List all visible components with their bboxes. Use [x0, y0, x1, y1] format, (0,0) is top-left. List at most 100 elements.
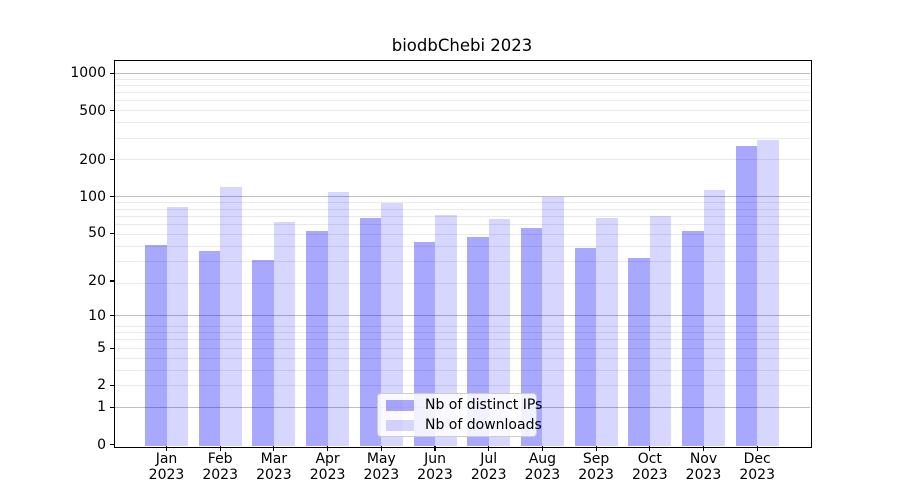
x-tick-mark: [434, 446, 436, 451]
gridline-minor: [114, 261, 810, 263]
x-tick-label: Oct 2023: [620, 451, 680, 483]
x-tick-label: Jan 2023: [137, 451, 197, 483]
x-tick-month: Oct: [637, 451, 662, 467]
gridline-minor: [114, 84, 810, 86]
x-tick-year: 2023: [470, 466, 507, 483]
x-tick-month: Feb: [207, 451, 233, 467]
gridline-minor: [114, 215, 810, 217]
y-tick-mark: [109, 232, 114, 234]
gridline-minor: [114, 137, 810, 139]
x-tick-label: Dec 2023: [727, 451, 787, 483]
x-tick-label: Mar 2023: [244, 451, 304, 483]
y-tick-label: 2: [97, 377, 106, 394]
y-tick-mark: [109, 347, 114, 349]
x-tick-year: 2023: [202, 466, 238, 483]
x-tick-month: Aug: [528, 451, 557, 467]
gridline-major: [114, 72, 810, 74]
y-tick-label: 20: [88, 272, 106, 289]
legend-entry-distinct-ips: Nb of distinct IPs: [386, 397, 542, 413]
x-tick-month: May: [366, 451, 396, 467]
bar-distinct-ips-oct: [628, 258, 650, 446]
x-tick-mark: [380, 446, 382, 451]
y-tick-label: 1000: [70, 65, 106, 82]
x-tick-label: Aug 2023: [512, 451, 572, 483]
y-tick-label: 0: [97, 436, 106, 453]
x-tick-label: Apr 2023: [298, 451, 358, 483]
x-tick-year: 2023: [363, 466, 400, 483]
bar-downloads-may: [381, 203, 403, 446]
y-tick-label: 5: [97, 340, 106, 357]
y-tick-label: 50: [88, 225, 106, 242]
x-tick-mark: [649, 446, 651, 451]
x-tick-mark: [541, 446, 543, 451]
bar-downloads-jun: [435, 214, 457, 446]
bar-distinct-ips-mar: [252, 260, 274, 446]
y-tick-mark: [109, 315, 114, 317]
bar-downloads-mar: [273, 221, 296, 446]
chart-title: biodbChebi 2023: [391, 36, 533, 55]
y-tick-mark: [109, 280, 114, 282]
y-tick-mark: [109, 443, 114, 446]
gridline-minor: [114, 208, 810, 210]
x-tick-year: 2023: [309, 466, 346, 483]
x-tick-label: Nov 2023: [674, 451, 734, 483]
legend-label-downloads: Nb of downloads: [425, 417, 542, 433]
x-tick-year: 2023: [578, 466, 614, 483]
gridline-minor: [114, 159, 810, 161]
y-tick-label: 10: [88, 307, 106, 324]
x-tick-month: Sep: [582, 451, 610, 467]
gridline-minor: [114, 325, 810, 327]
y-tick-label: 1: [97, 399, 106, 416]
y-tick-mark: [109, 384, 114, 387]
x-tick-mark: [327, 446, 329, 451]
bar-distinct-ips-nov: [682, 231, 704, 446]
x-tick-label: May 2023: [351, 451, 411, 483]
bar-downloads-nov: [703, 190, 725, 446]
x-tick-year: 2023: [739, 466, 775, 483]
bar-downloads-sep: [596, 217, 618, 446]
gridline-minor: [114, 122, 810, 124]
x-tick-month: Dec: [743, 451, 771, 467]
gridline-minor: [114, 384, 810, 386]
gridline-minor: [114, 233, 810, 235]
x-tick-year: 2023: [685, 466, 722, 483]
x-tick-month: Jan: [155, 451, 178, 467]
gridline-minor: [114, 78, 810, 80]
y-tick-label: 500: [79, 102, 106, 119]
gridline-minor: [114, 332, 810, 334]
x-tick-mark: [165, 446, 168, 451]
x-tick-month: Mar: [260, 451, 288, 467]
gridline-minor: [114, 369, 810, 371]
gridline-minor: [114, 92, 810, 94]
gridline-minor: [114, 110, 810, 112]
y-tick-mark: [109, 158, 114, 161]
legend-swatch-distinct-ips: [386, 399, 414, 411]
x-tick-mark: [756, 446, 758, 451]
x-tick-month: Jul: [480, 451, 498, 467]
x-tick-label: Sep 2023: [566, 451, 626, 483]
y-tick-mark: [109, 406, 114, 408]
legend-label-distinct-ips: Nb of distinct IPs: [425, 397, 543, 413]
x-tick-year: 2023: [417, 466, 453, 483]
bar-distinct-ips-dec: [735, 145, 758, 446]
y-tick-label: 200: [79, 151, 106, 168]
y-tick-mark: [109, 109, 114, 112]
bar-distinct-ips-feb: [198, 250, 221, 446]
x-tick-month: Apr: [315, 451, 340, 467]
bar-distinct-ips-sep: [574, 247, 597, 446]
x-tick-label: Jun 2023: [405, 451, 465, 483]
bar-distinct-ips-apr: [306, 231, 328, 446]
bar-downloads-dec: [757, 140, 779, 446]
x-tick-month: Nov: [689, 451, 718, 467]
x-tick-year: 2023: [631, 466, 668, 483]
x-tick-mark: [219, 446, 221, 451]
bar-downloads-aug: [542, 196, 564, 446]
legend-swatch-downloads: [386, 419, 414, 431]
gridline-minor: [114, 283, 810, 285]
gridline-minor: [114, 339, 810, 341]
bar-downloads-oct: [649, 216, 672, 446]
y-tick-mark: [109, 72, 114, 74]
gridline-minor: [114, 347, 810, 349]
bar-distinct-ips-jan: [145, 244, 167, 446]
